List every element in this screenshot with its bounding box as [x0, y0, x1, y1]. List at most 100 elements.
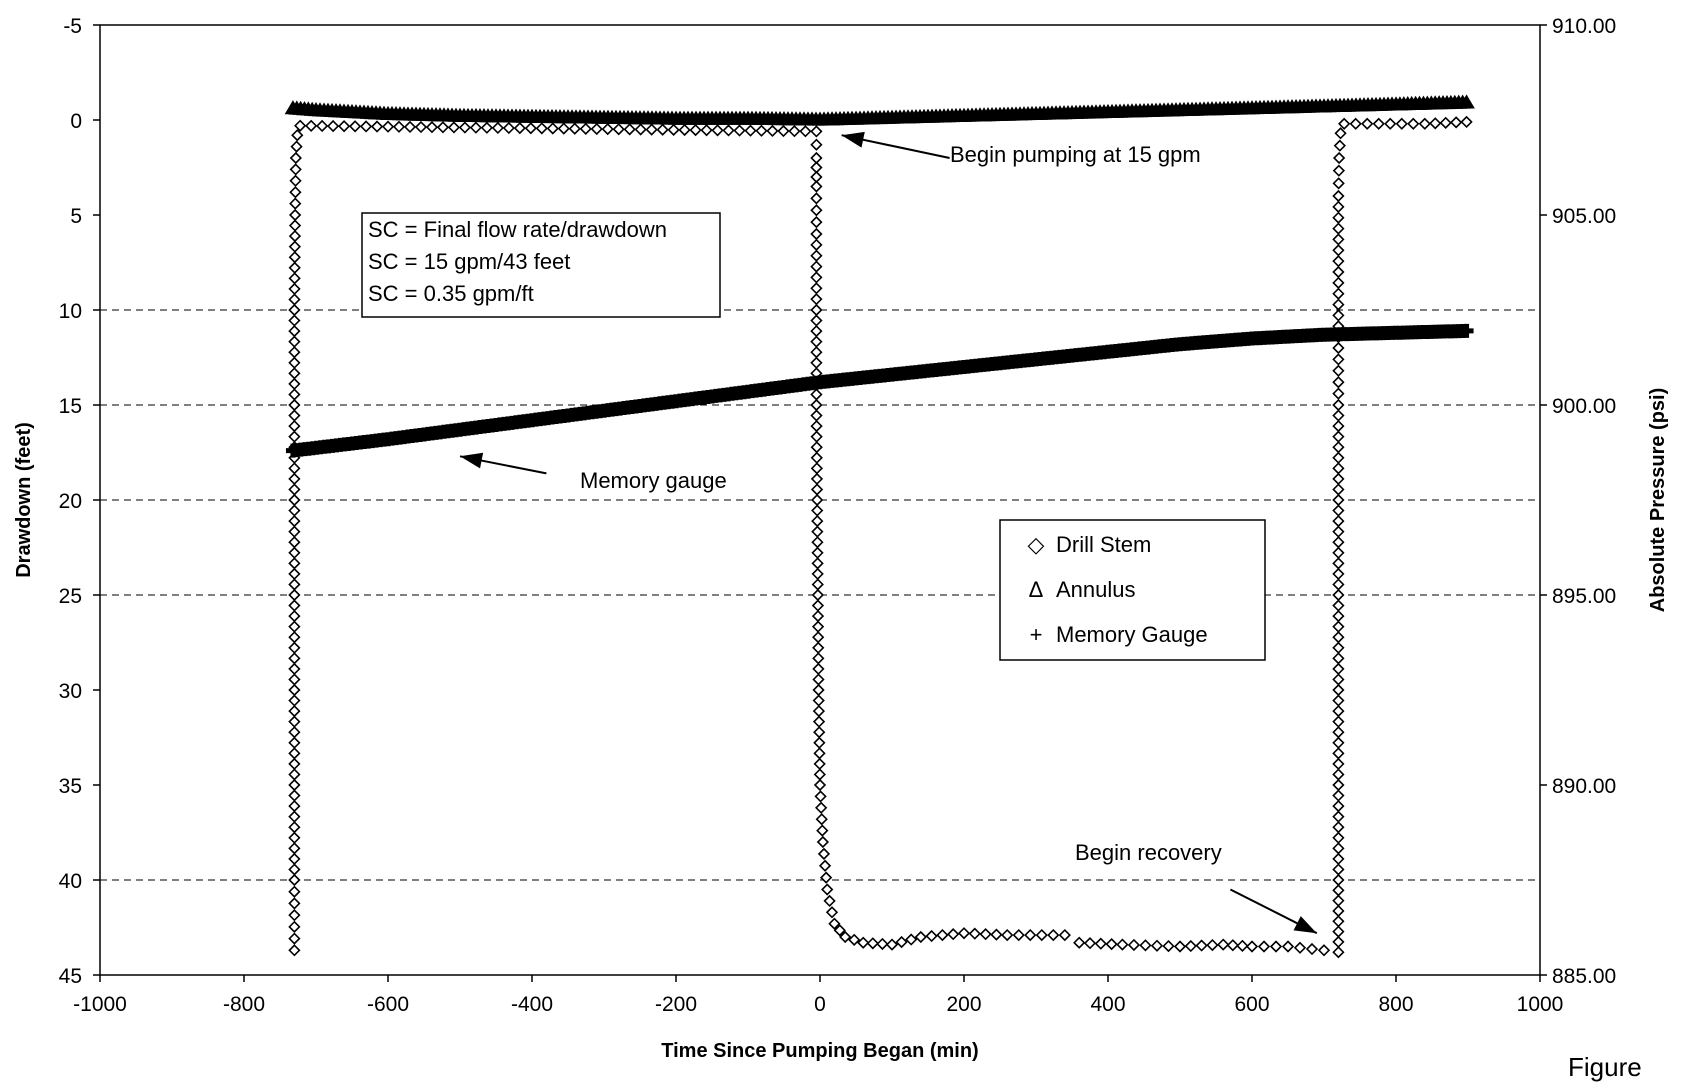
data-point-drill-stem	[1226, 939, 1239, 952]
data-point-drill-stem	[1333, 139, 1346, 152]
data-point-drill-stem	[590, 122, 603, 136]
data-point-drill-stem	[810, 430, 823, 443]
data-point-drill-stem	[1332, 778, 1345, 792]
data-point-drill-stem	[1001, 928, 1014, 942]
data-point-drill-stem	[811, 514, 824, 528]
data-point-drill-stem	[288, 715, 301, 728]
data-point-drill-stem	[1332, 578, 1345, 591]
data-point-drill-stem	[1449, 116, 1463, 129]
annotation-arrow-head	[460, 452, 484, 469]
data-point-drill-stem	[1162, 939, 1175, 953]
data-point-drill-stem	[810, 324, 823, 338]
data-point-drill-stem	[568, 122, 581, 135]
data-point-drill-stem	[1195, 939, 1208, 952]
data-point-drill-stem	[821, 883, 834, 896]
data-point-drill-stem	[1332, 609, 1345, 623]
data-point-drill-stem	[1332, 821, 1345, 834]
data-point-drill-stem	[557, 122, 570, 135]
data-point-drill-stem	[799, 125, 812, 138]
data-point-drill-stem	[1407, 117, 1420, 130]
data-point-drill-stem	[812, 673, 825, 686]
data-point-drill-stem	[1349, 117, 1362, 130]
data-point-drill-stem	[288, 897, 301, 910]
data-point-drill-stem	[1035, 928, 1048, 942]
data-point-drill-stem	[1073, 936, 1086, 949]
data-point-annulus	[1458, 94, 1475, 109]
data-point-drill-stem	[1332, 652, 1345, 665]
data-point-drill-stem	[811, 567, 824, 581]
data-point-drill-stem	[812, 631, 825, 644]
data-point-drill-stem	[811, 504, 824, 517]
data-point-drill-stem	[1332, 276, 1345, 289]
data-point-drill-stem	[667, 123, 680, 136]
data-point-drill-stem	[1338, 117, 1351, 130]
data-point-drill-stem	[1206, 938, 1219, 952]
data-point-drill-stem	[936, 928, 949, 942]
data-point-drill-stem	[1245, 940, 1259, 953]
data-point-drill-stem	[288, 272, 301, 285]
data-point-drill-stem	[288, 631, 301, 644]
y-tick-label: 5	[70, 205, 82, 228]
data-point-drill-stem	[288, 932, 301, 945]
data-point-drill-stem	[810, 293, 823, 306]
data-point-drill-stem	[1269, 940, 1283, 953]
data-point-drill-stem	[810, 314, 823, 327]
data-point-drill-stem	[291, 129, 304, 142]
data-point-drill-stem	[823, 894, 836, 908]
data-point-drill-stem	[1361, 117, 1374, 130]
data-point-drill-stem	[810, 356, 823, 369]
y2-axis-title: Absolute Pressure (psi)	[1647, 388, 1669, 613]
data-point-drill-stem	[288, 483, 301, 496]
annotations: Begin pumping at 15 gpm Memory gauge Begin…	[459, 131, 1318, 935]
data-point-drill-stem	[1332, 884, 1345, 897]
data-point-drill-stem	[290, 140, 303, 153]
data-point-drill-stem	[288, 768, 301, 781]
data-point-drill-stem	[414, 120, 428, 134]
data-point-drill-stem	[1012, 928, 1025, 942]
data-point-drill-stem	[895, 935, 908, 949]
data-point-drill-stem	[612, 123, 625, 136]
data-point-drill-stem	[288, 229, 302, 243]
data-point-drill-stem	[700, 124, 713, 137]
data-point-drill-stem	[491, 121, 505, 135]
data-point-drill-stem	[1439, 116, 1452, 129]
data-point-drill-stem	[885, 938, 899, 951]
data-point-drill-stem	[1332, 863, 1345, 876]
data-point-drill-stem	[326, 119, 340, 133]
data-point-drill-stem	[288, 303, 301, 317]
data-point-drill-stem	[813, 768, 826, 781]
data-point-drill-stem	[711, 124, 724, 137]
data-point-drill-stem	[289, 197, 302, 210]
data-point-drill-stem	[1047, 928, 1060, 942]
data-point-drill-stem	[1332, 925, 1345, 938]
legend-marker-annulus: Δ	[1029, 577, 1044, 602]
data-point-drill-stem	[848, 933, 861, 946]
data-point-drill-stem	[1332, 376, 1345, 389]
x-tick-label: -600	[367, 993, 409, 1016]
data-point-drill-stem	[1024, 928, 1037, 942]
y-tick-label: 25	[59, 585, 82, 608]
data-point-drill-stem	[816, 835, 830, 849]
data-point-drill-stem	[1332, 309, 1345, 322]
data-point-drill-stem	[288, 652, 301, 665]
data-point-drill-stem	[755, 124, 768, 137]
legend-marker-memory-gauge: +	[1030, 622, 1043, 647]
data-point-drill-stem	[1139, 939, 1152, 952]
data-point-drill-stem	[1317, 944, 1331, 957]
data-point-drill-stem	[1332, 557, 1345, 570]
data-point-drill-stem	[288, 314, 301, 327]
x-tick-label: -400	[511, 993, 553, 1016]
data-point-drill-stem	[817, 847, 831, 861]
data-point-drill-stem	[288, 557, 301, 570]
axis-ticks: -1000 -800 -600 -400 -200 0 200 400 600 800 1000-5…	[59, 15, 1617, 1016]
data-point-drill-stem	[811, 525, 824, 538]
data-point-drill-stem	[811, 609, 825, 623]
data-point-drill-stem	[288, 609, 301, 623]
data-point-drill-stem	[502, 121, 515, 135]
data-point-drill-stem	[1332, 715, 1345, 728]
data-series	[284, 94, 1475, 959]
data-point-drill-stem	[722, 124, 735, 137]
data-point-drill-stem	[810, 192, 823, 205]
data-point-drill-stem	[1150, 939, 1164, 952]
data-point-drill-stem	[810, 227, 823, 241]
